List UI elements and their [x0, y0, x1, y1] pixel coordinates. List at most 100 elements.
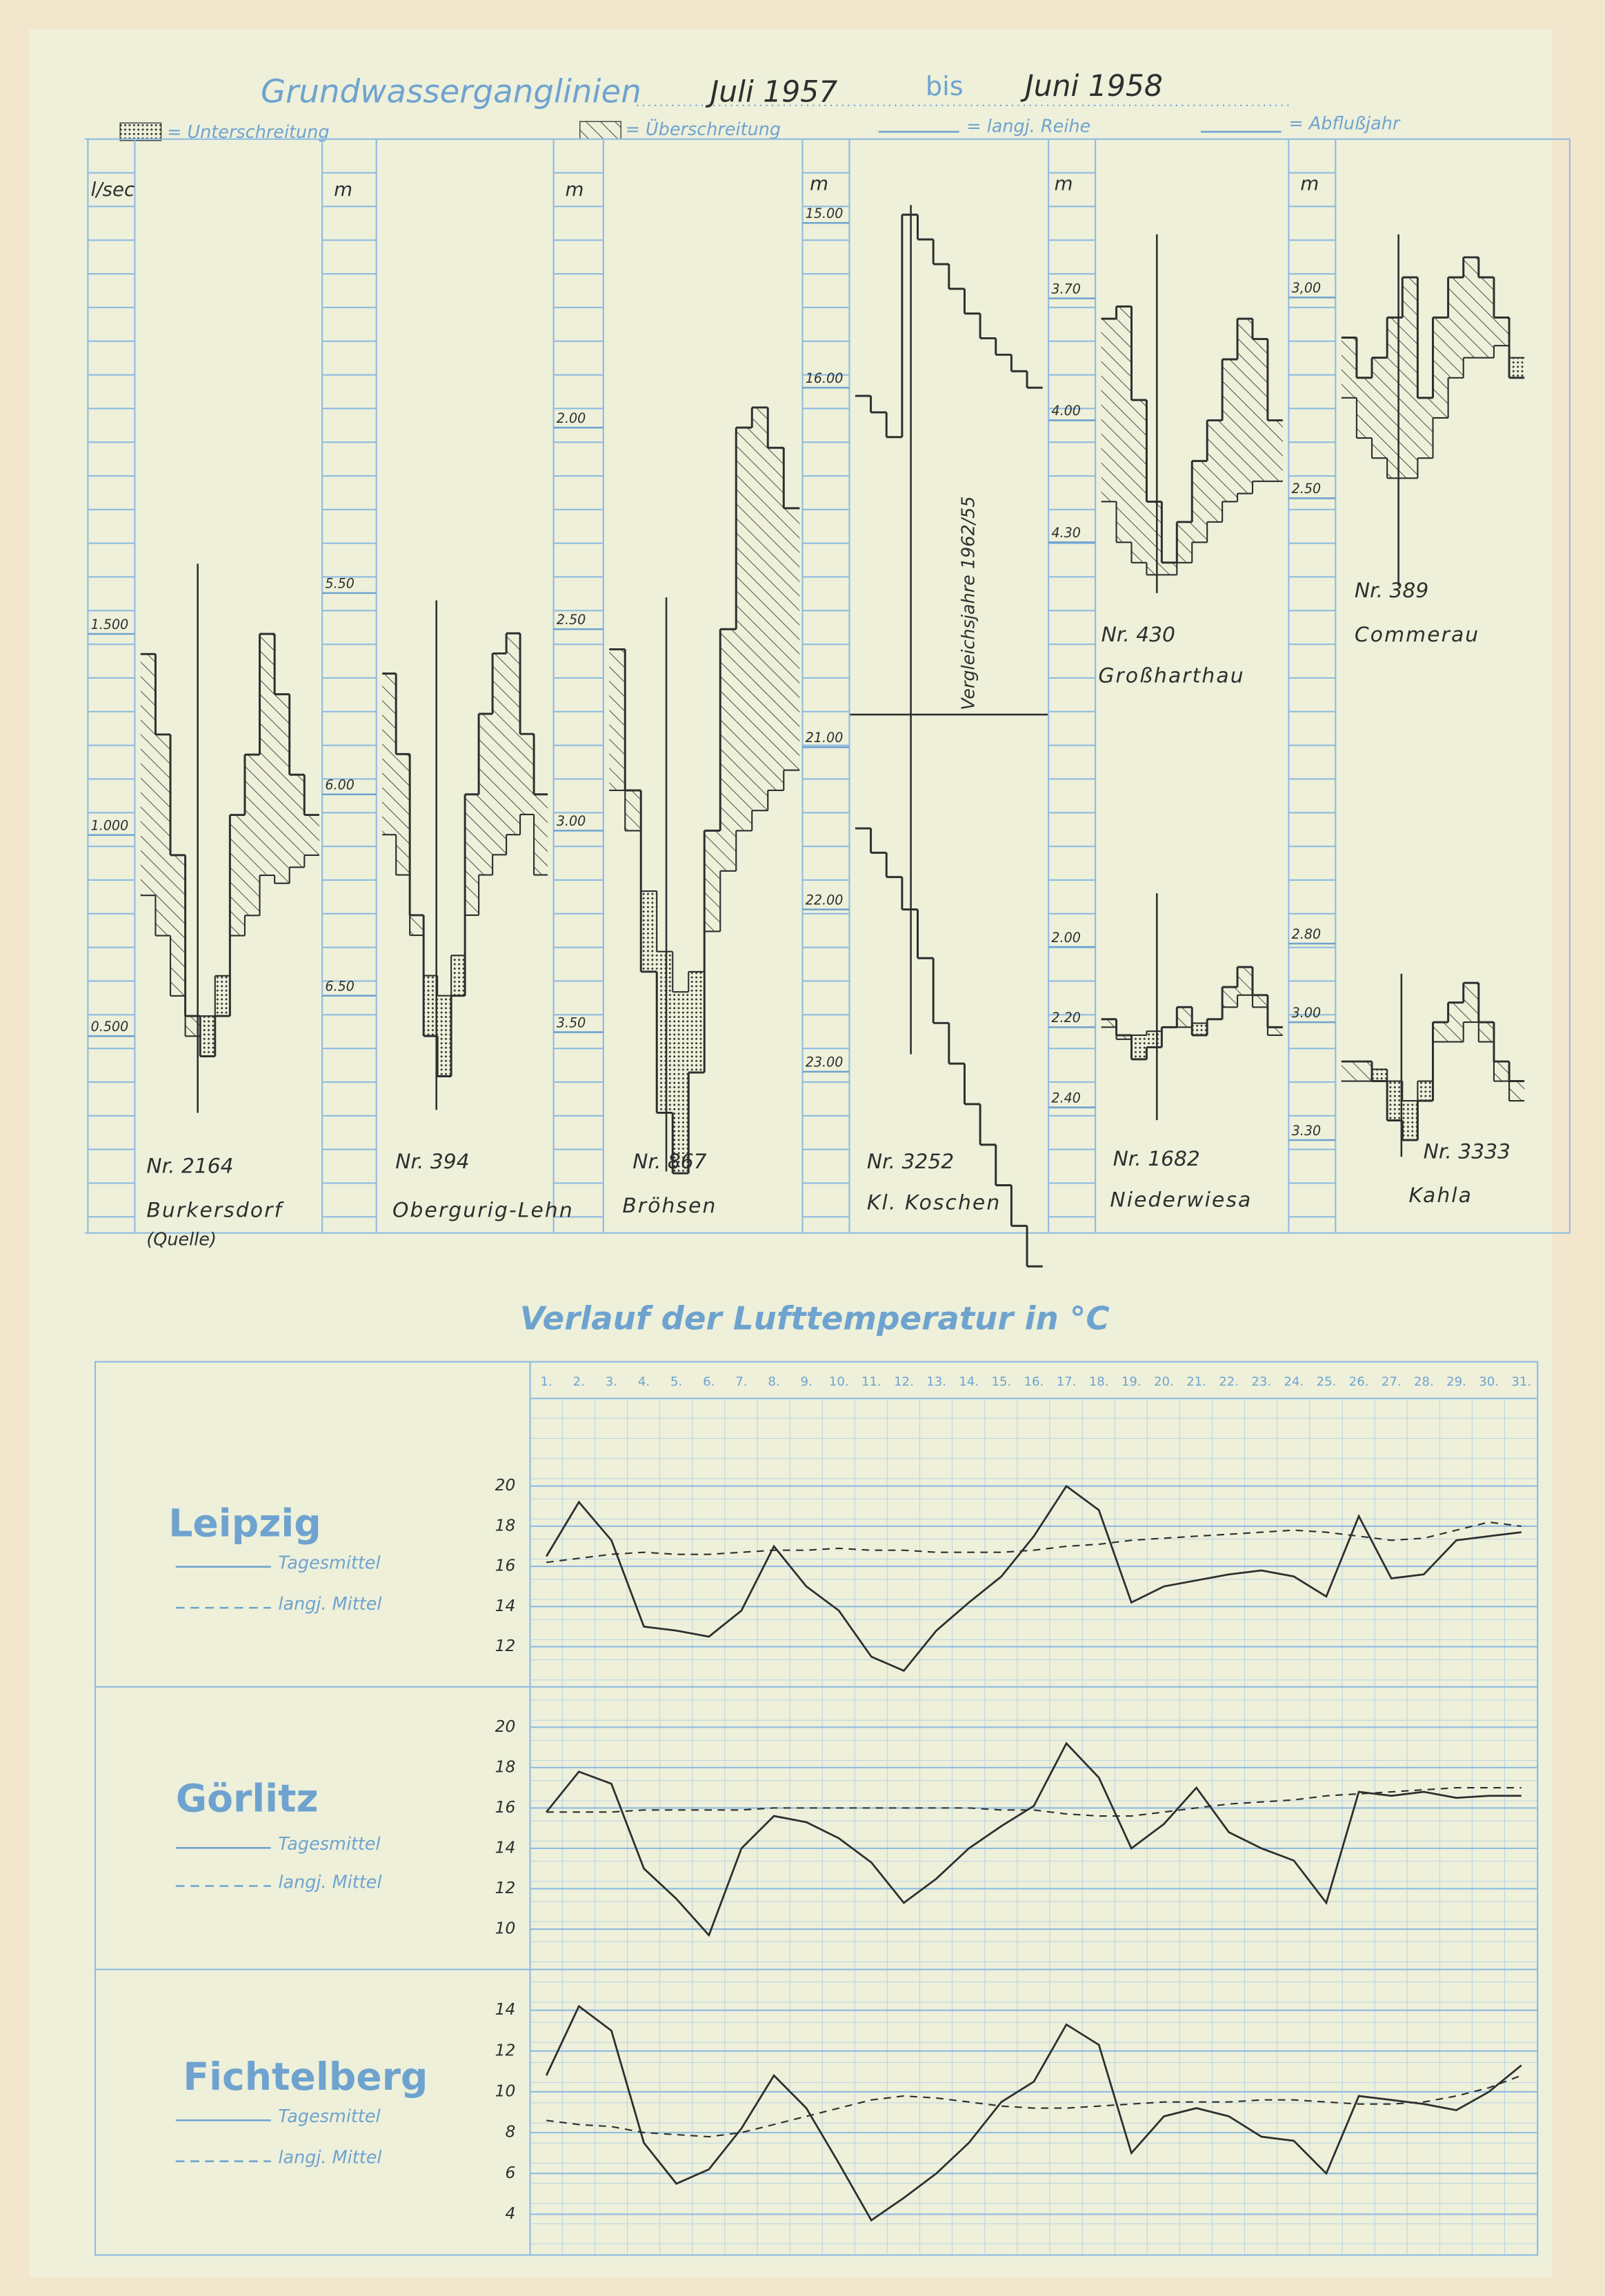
excess-area [1267, 420, 1283, 481]
excess-area [1493, 317, 1510, 346]
y-tick-label: 2.40 [1051, 1090, 1081, 1106]
day-label: 28. [1414, 1375, 1434, 1389]
excess-area [1177, 1007, 1193, 1028]
station: Kl. Koschen [867, 1191, 1001, 1215]
y-tick-label: 0.500 [91, 1019, 129, 1035]
day-label: 18. [1089, 1375, 1109, 1389]
y-tick-label: 18 [495, 1515, 516, 1535]
excess-area [1463, 983, 1479, 1023]
excess-area [1402, 277, 1418, 479]
y-tick-label: 1.000 [91, 817, 129, 833]
temperature-line [545, 1484, 1522, 1673]
station-no: Nr. 3252 [867, 1150, 954, 1174]
temperature-line [546, 1521, 1522, 1564]
excess-area [1463, 257, 1479, 358]
excess-area [140, 654, 156, 896]
excess-area [1448, 1002, 1464, 1042]
excess-area [736, 428, 752, 831]
y-tick-label: 6.00 [325, 777, 355, 793]
station-no: Nr. 389 [1355, 579, 1428, 603]
temperature-line [545, 2004, 1522, 2222]
excess-area [230, 815, 245, 936]
day-label: 15. [991, 1375, 1011, 1389]
excess-area [1101, 1019, 1117, 1028]
excess-area [1509, 1081, 1525, 1101]
excess-area [1207, 420, 1223, 522]
y-tick-label: 2.00 [557, 410, 586, 426]
excess-area [768, 448, 784, 790]
excess-area [155, 734, 171, 936]
deficit-area [657, 951, 673, 1113]
excess-area [1131, 399, 1147, 563]
excess-area [259, 634, 275, 876]
station-no: Nr. 867 [632, 1150, 706, 1174]
y-tick-label: 3.00 [557, 813, 586, 829]
temperature-line [546, 2075, 1522, 2138]
day-label: 8. [768, 1375, 779, 1389]
day-label: 27. [1382, 1375, 1402, 1389]
day-label: 21. [1186, 1375, 1206, 1389]
day-label: 31. [1511, 1375, 1531, 1389]
station: Großharthau [1098, 663, 1244, 688]
day-label: 20. [1154, 1375, 1174, 1389]
day-label: 12. [894, 1375, 914, 1389]
unit: m [810, 172, 828, 195]
day-label: 29. [1446, 1375, 1466, 1389]
unit: m [1055, 172, 1073, 195]
day-label: 14. [959, 1375, 979, 1389]
unit: m [566, 178, 584, 201]
y-tick-label: 4 [506, 2204, 516, 2223]
day-label: 6. [703, 1375, 715, 1389]
station: Obergurig-Lehn [392, 1198, 574, 1222]
unit: m [334, 178, 352, 201]
day-label: 5. [670, 1375, 682, 1389]
excess-area [1222, 987, 1238, 1008]
y-tick-label: 2.50 [557, 612, 586, 628]
temperature-line [546, 1741, 1522, 1937]
excess-area [382, 673, 397, 835]
day-label: 26. [1349, 1375, 1369, 1389]
day-label: 9. [801, 1375, 813, 1389]
day-label: 19. [1121, 1375, 1142, 1389]
day-label: 17. [1057, 1375, 1077, 1389]
y-tick-label: 3,00 [1292, 280, 1322, 296]
unit: m [1300, 172, 1319, 195]
y-tick-label: 21.00 [806, 730, 844, 746]
deficit-area [215, 975, 230, 1017]
y-tick-label: 2.80 [1292, 926, 1322, 942]
y-tick-label: 2.20 [1051, 1010, 1081, 1026]
excess-area [289, 775, 305, 868]
deficit-area [1146, 1031, 1162, 1048]
excess-area [304, 815, 319, 855]
excess-area [506, 633, 521, 835]
y-tick-label: 20 [495, 1475, 516, 1495]
y-tick-label: 16 [495, 1797, 516, 1817]
temperature-line [546, 1787, 1522, 1817]
legend-label: Tagesmittel [278, 1834, 380, 1855]
day-label: 30. [1479, 1375, 1499, 1389]
y-tick-label: 12 [495, 1636, 516, 1655]
excess-area [1433, 1022, 1448, 1042]
deficit-area [641, 891, 657, 972]
excess-area [784, 508, 800, 770]
day-label: 23. [1251, 1375, 1271, 1389]
legend-label: Tagesmittel [278, 1553, 380, 1573]
y-tick-label: 8 [506, 2122, 516, 2142]
excess-area [465, 794, 479, 915]
y-tick-label: 12 [495, 1878, 516, 1897]
excess-area [492, 653, 507, 855]
deficit-area [1387, 1081, 1403, 1121]
station-name: Görlitz [176, 1777, 319, 1821]
legend-label: langj. Mittel [278, 2147, 381, 2168]
excess-area [1237, 967, 1253, 995]
excess-area [534, 794, 548, 875]
day-label: 3. [606, 1375, 617, 1389]
excess-area [1252, 339, 1268, 481]
legend-label: Tagesmittel [278, 2106, 380, 2127]
y-tick-label: 14 [495, 1596, 516, 1615]
y-tick-label: 6 [506, 2163, 516, 2182]
excess-area [1341, 337, 1357, 398]
excess-area [1478, 1022, 1494, 1042]
excess-area [1237, 319, 1253, 494]
station: Niederwiesa [1110, 1188, 1252, 1212]
